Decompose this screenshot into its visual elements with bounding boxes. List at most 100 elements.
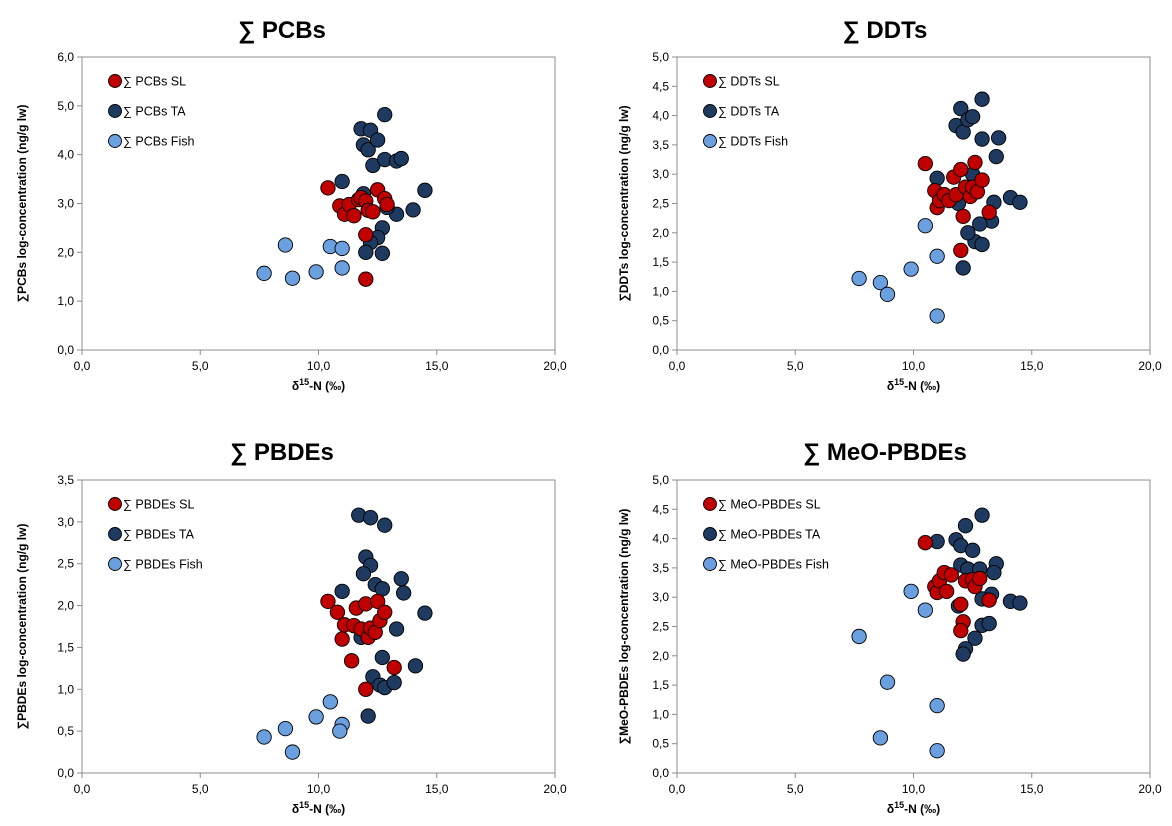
data-point bbox=[917, 602, 933, 618]
data-point bbox=[360, 142, 376, 158]
data-point bbox=[953, 622, 969, 639]
y-tick-label: 1,0 bbox=[57, 682, 74, 696]
data-point bbox=[369, 593, 386, 610]
y-axis-label: ∑PCBs log-concentration (ng/g lw) bbox=[15, 105, 29, 303]
chart-title: ∑ MeO-PBDEs bbox=[803, 439, 967, 466]
legend-label: ∑ PCBs Fish bbox=[123, 135, 194, 149]
y-tick-label: 4,0 bbox=[57, 148, 74, 162]
legend-marker bbox=[108, 74, 122, 88]
plot-area bbox=[81, 56, 556, 351]
x-tick-label: 20,0 bbox=[543, 359, 567, 373]
y-tick-label: 0,5 bbox=[652, 314, 669, 328]
data-point bbox=[964, 109, 981, 125]
legend-marker bbox=[108, 527, 122, 541]
data-point bbox=[417, 182, 433, 198]
data-point bbox=[386, 674, 402, 691]
data-point bbox=[388, 621, 405, 637]
data-point bbox=[374, 245, 391, 261]
data-point bbox=[374, 649, 391, 666]
x-tick-label: 10,0 bbox=[307, 359, 331, 373]
legend-label: ∑ MeO-PBDEs Fish bbox=[718, 558, 829, 572]
series-pbdes-ta bbox=[334, 507, 433, 724]
legend-label: ∑ PCBs TA bbox=[123, 105, 186, 119]
y-tick-label: 0,0 bbox=[57, 343, 74, 357]
series-pcbs-fish bbox=[256, 237, 350, 286]
chart-title: ∑ PCBs bbox=[238, 17, 326, 44]
chart-panel-1: ∑ PCBs 0,0 1,0 2,0 3,0 4,0 5,0 6,0 0,0 5,0 10,0 15,… bbox=[15, 17, 567, 393]
data-point bbox=[1012, 194, 1028, 210]
y-tick-label: 3,0 bbox=[652, 167, 669, 181]
data-point bbox=[343, 653, 360, 669]
data-point bbox=[981, 204, 997, 220]
x-axis-label: δ15-N (‰) bbox=[887, 377, 940, 393]
data-point bbox=[256, 265, 272, 281]
legend-marker bbox=[108, 557, 122, 571]
y-tick-label: 2,0 bbox=[652, 649, 669, 663]
data-point bbox=[377, 604, 393, 620]
data-point bbox=[320, 593, 336, 610]
x-tick-label: 0,0 bbox=[74, 359, 91, 373]
x-tick-label: 0,0 bbox=[74, 782, 91, 796]
data-point bbox=[393, 150, 409, 167]
y-axis-label: ∑DDTs log-concentration (ng/g lw) bbox=[617, 105, 631, 301]
data-point bbox=[960, 225, 976, 241]
data-point bbox=[329, 604, 346, 620]
data-point bbox=[981, 615, 997, 632]
y-tick-label: 1,5 bbox=[652, 678, 669, 692]
x-tick-label: 15,0 bbox=[1020, 782, 1044, 796]
y-tick-label: 1,5 bbox=[652, 255, 669, 269]
data-point bbox=[917, 535, 933, 551]
x-tick-label: 10,0 bbox=[902, 359, 926, 373]
data-point bbox=[903, 261, 919, 277]
legend-label: ∑ PBDEs Fish bbox=[123, 558, 203, 572]
y-tick-label: 1,0 bbox=[57, 294, 74, 308]
y-tick-label: 2,5 bbox=[57, 557, 74, 571]
y-tick-label: 2,0 bbox=[652, 226, 669, 240]
series-ddts-sl bbox=[917, 154, 997, 259]
y-tick-label: 1,0 bbox=[652, 707, 669, 721]
data-point bbox=[334, 583, 350, 599]
data-point bbox=[379, 196, 395, 213]
x-axis-label: δ15-N (‰) bbox=[292, 800, 345, 816]
data-point bbox=[974, 236, 990, 253]
data-point bbox=[967, 154, 983, 171]
legend-marker bbox=[108, 497, 122, 511]
data-point bbox=[360, 708, 376, 724]
data-point bbox=[355, 566, 372, 582]
y-tick-label: 5,0 bbox=[57, 99, 74, 113]
y-tick-label: 3,5 bbox=[652, 138, 669, 152]
chart-title: ∑ PBDEs bbox=[230, 439, 334, 466]
x-tick-label: 15,0 bbox=[425, 359, 449, 373]
data-point bbox=[974, 172, 990, 188]
data-point bbox=[955, 260, 971, 276]
data-point bbox=[938, 583, 955, 599]
data-point bbox=[256, 729, 272, 745]
data-point bbox=[334, 260, 350, 276]
x-tick-label: 15,0 bbox=[1020, 359, 1044, 373]
y-tick-label: 3,5 bbox=[57, 473, 74, 487]
data-point bbox=[974, 131, 990, 147]
y-axis-label: ∑MeO-PBDEs log-concentration (ng/g lw) bbox=[617, 509, 631, 745]
y-tick-label: 4,5 bbox=[652, 79, 669, 93]
data-point bbox=[277, 720, 294, 737]
data-point bbox=[332, 723, 348, 739]
y-tick-label: 2,0 bbox=[57, 599, 74, 613]
data-point bbox=[284, 270, 301, 286]
data-point bbox=[879, 286, 896, 302]
x-tick-label: 20,0 bbox=[543, 782, 567, 796]
y-tick-label: 2,0 bbox=[57, 245, 74, 259]
y-tick-label: 3,0 bbox=[57, 515, 74, 529]
y-tick-label: 3,0 bbox=[57, 197, 74, 211]
data-point bbox=[990, 130, 1007, 146]
data-point bbox=[358, 227, 374, 243]
x-tick-label: 5,0 bbox=[787, 782, 804, 796]
data-point bbox=[395, 585, 412, 601]
y-tick-label: 6,0 bbox=[57, 50, 74, 64]
data-point bbox=[953, 242, 969, 259]
data-point bbox=[334, 631, 350, 647]
data-point bbox=[851, 628, 867, 645]
data-point bbox=[955, 208, 971, 225]
y-tick-label: 1,0 bbox=[652, 284, 669, 298]
data-point bbox=[851, 270, 867, 287]
data-point bbox=[322, 694, 338, 710]
